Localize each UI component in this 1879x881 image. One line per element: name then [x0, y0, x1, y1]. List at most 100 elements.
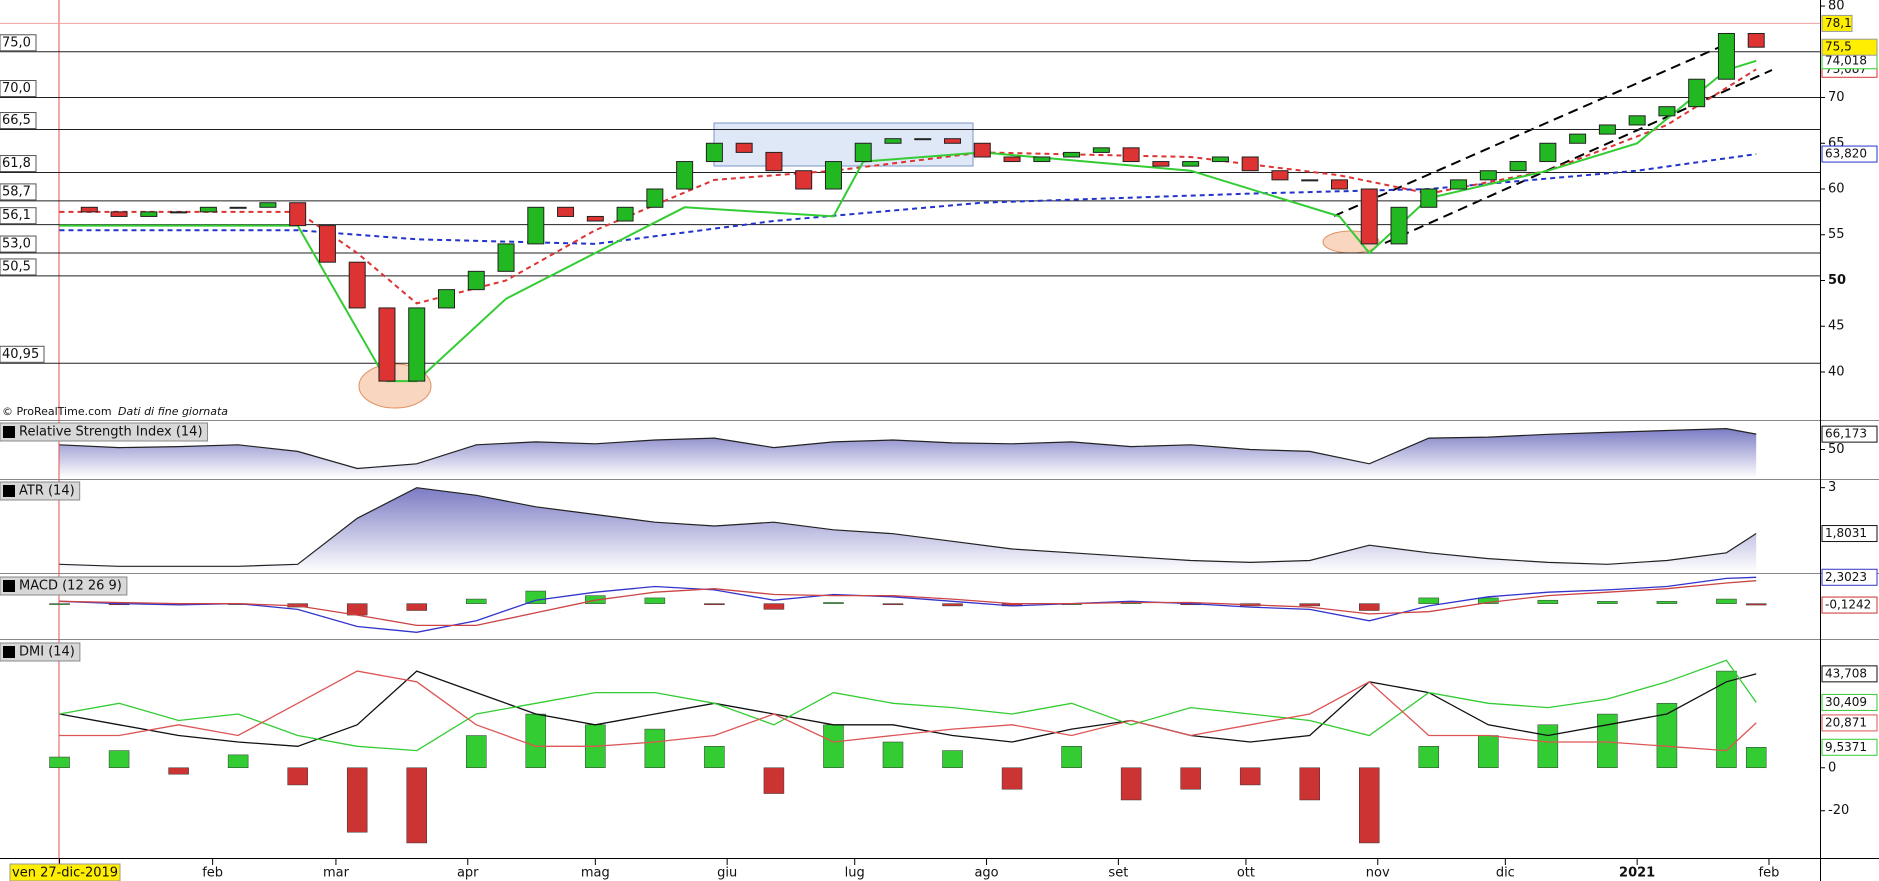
x-tick-label: feb: [202, 866, 223, 881]
high-label: 78,1: [1825, 16, 1852, 30]
y-tick-label: 50: [1828, 442, 1845, 457]
end-label-box: [1821, 145, 1878, 163]
candle: [1182, 161, 1200, 167]
candle: [1211, 156, 1229, 163]
histogram-bar: [1597, 601, 1618, 604]
candle: [854, 142, 872, 163]
histogram-bar: [466, 598, 487, 604]
histogram-bar: [1418, 746, 1440, 769]
histogram-bar: [823, 724, 844, 769]
candle: [1509, 161, 1527, 172]
level-label: 70,0: [2, 81, 31, 96]
histogram-bar: [704, 603, 725, 606]
end-label-box: [1821, 596, 1878, 614]
y-tick-label: 50: [1828, 273, 1846, 288]
histogram-bar: [1745, 747, 1767, 769]
candle: [795, 170, 813, 190]
y-tick-label: 70: [1828, 90, 1845, 105]
histogram-bar: [1299, 603, 1320, 607]
x-tick-label: giu: [717, 866, 737, 881]
x-tick-label: 2021: [1619, 866, 1655, 881]
x-tick-label: feb: [1759, 866, 1780, 881]
candle: [1033, 156, 1051, 163]
candle: [1420, 188, 1438, 208]
candle: [378, 307, 396, 382]
end-label: 43,708: [1825, 666, 1867, 680]
end-label-box: [1821, 714, 1878, 732]
panel-title-box: [0, 576, 128, 596]
panel-title: ATR (14): [19, 484, 75, 499]
panel-title-icon: [3, 580, 15, 592]
panel-title: DMI (14): [19, 645, 75, 660]
histogram-bar: [227, 754, 249, 769]
x-tick-label: apr: [457, 866, 479, 881]
level-label: 53,0: [2, 237, 31, 252]
histogram-bar: [763, 767, 785, 794]
candle: [884, 138, 902, 144]
candle: [944, 138, 962, 144]
panel-title-icon: [3, 426, 15, 438]
histogram-bar: [1716, 598, 1737, 604]
indicator-line: [59, 487, 1757, 567]
candle: [80, 206, 98, 213]
histogram-bar: [525, 713, 547, 769]
panel-title-box: [0, 642, 81, 662]
end-label: 74,018: [1825, 53, 1867, 67]
end-label-box: [1821, 693, 1878, 711]
indicator-line: [59, 670, 1757, 752]
end-label: 66,173: [1825, 427, 1867, 441]
end-label: -0,1242: [1825, 598, 1871, 612]
level-label: 50,5: [2, 259, 31, 274]
histogram-bar: [882, 603, 904, 606]
histogram-bar: [1716, 670, 1737, 769]
indicator-line: [59, 576, 1757, 633]
histogram-bar: [1537, 599, 1559, 604]
indicator-line: [59, 659, 1757, 752]
level-label: 61,8: [2, 156, 31, 171]
y-tick-label: 55: [1828, 227, 1845, 242]
level-label: 40,95: [2, 347, 39, 362]
level-label: 75,0: [2, 35, 31, 50]
candle: [616, 206, 634, 222]
candle: [1063, 151, 1081, 158]
area-fill: [59, 487, 1757, 572]
histogram-bar: [1656, 703, 1678, 769]
level-label: 56,1: [2, 208, 31, 223]
x-tick-label: mag: [581, 866, 610, 881]
candle: [1092, 147, 1110, 153]
candle: [1301, 179, 1319, 182]
end-label: 30,409: [1825, 695, 1867, 709]
candle: [1122, 147, 1140, 163]
candle: [676, 161, 694, 190]
histogram-bar: [1180, 767, 1201, 790]
candle: [318, 225, 336, 263]
area-fill: [59, 428, 1757, 478]
x-tick-label: dic: [1496, 866, 1515, 881]
histogram-bar: [1061, 746, 1082, 769]
candle: [1152, 161, 1170, 167]
x-tick-label: nov: [1366, 866, 1390, 881]
candle: [527, 206, 545, 245]
level-label-box: [0, 235, 37, 253]
candle: [467, 270, 485, 291]
y-tick-label: 60: [1828, 182, 1845, 197]
y-tick-label: 3: [1828, 480, 1836, 495]
candle: [408, 307, 426, 382]
candle: [1003, 156, 1021, 163]
candle: [1598, 124, 1616, 135]
end-label: 1,8031: [1825, 526, 1867, 540]
level-label: 66,5: [2, 113, 31, 128]
x-tick-label: ott: [1237, 866, 1255, 881]
candle: [735, 142, 753, 153]
panel-title-icon: [3, 485, 15, 497]
candle: [705, 142, 723, 163]
end-label-box: [1821, 525, 1878, 543]
candle: [259, 202, 277, 208]
candle: [1658, 106, 1676, 117]
y-tick-label: 40: [1828, 364, 1845, 379]
end-label-box: [1821, 38, 1878, 56]
histogram-bar: [466, 735, 487, 769]
panel-title-icon: [3, 646, 15, 658]
candle: [1747, 32, 1765, 48]
histogram-bar: [1239, 767, 1261, 786]
